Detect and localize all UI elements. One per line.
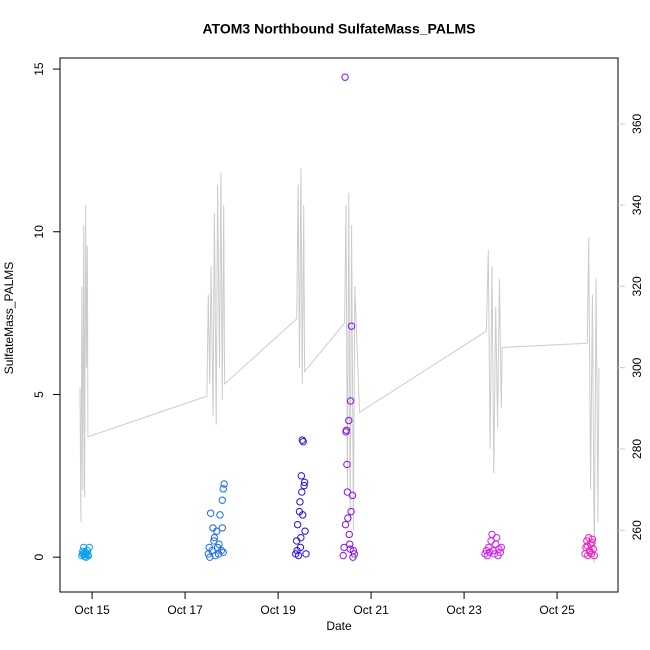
data-point — [339, 551, 347, 560]
data-point — [496, 548, 505, 556]
y-tick-label: 15 — [32, 62, 46, 76]
data-point — [292, 537, 301, 545]
data-point — [481, 550, 489, 558]
y2-tick-label: 360 — [630, 114, 644, 134]
data-point — [299, 511, 307, 519]
data-point — [299, 437, 307, 446]
data-point — [488, 530, 496, 539]
y2-tick-label: 280 — [630, 439, 644, 459]
data-point — [347, 507, 355, 516]
data-point — [345, 540, 354, 548]
y2-tick-label: 340 — [630, 195, 644, 215]
y-tick-label: 0 — [32, 554, 46, 561]
data-point — [343, 460, 351, 469]
y-tick-label: 10 — [32, 225, 46, 239]
data-point — [343, 488, 352, 496]
data-point — [302, 550, 310, 558]
data-point — [341, 73, 349, 81]
data-point — [347, 322, 356, 330]
data-point — [344, 514, 352, 522]
data-point — [341, 520, 350, 529]
data-point — [218, 496, 226, 504]
data-point — [297, 533, 305, 542]
y2-tick-label: 300 — [630, 357, 644, 377]
data-point — [342, 426, 351, 434]
data-point — [346, 545, 354, 553]
data-point — [294, 551, 303, 560]
y2-tick-label: 260 — [630, 520, 644, 540]
data-point — [298, 488, 306, 496]
data-point — [485, 548, 494, 556]
data-point — [206, 509, 215, 517]
data-line — [79, 168, 600, 563]
data-point — [210, 537, 218, 545]
x-tick-label: Oct 21 — [353, 603, 389, 617]
x-tick-label: Oct 17 — [167, 603, 203, 617]
x-tick-label: Oct 19 — [260, 603, 296, 617]
data-point — [219, 485, 227, 493]
data-point — [84, 551, 92, 559]
data-point — [216, 511, 224, 519]
data-point — [497, 543, 505, 552]
y-tick-label: 5 — [32, 391, 46, 398]
data-point — [218, 524, 226, 532]
data-point — [85, 543, 93, 552]
data-point — [213, 527, 221, 535]
plot-frame — [59, 57, 619, 593]
data-point — [293, 520, 302, 529]
y2-tick-label: 320 — [630, 276, 644, 296]
data-point — [296, 498, 304, 506]
data-point — [588, 535, 597, 543]
data-point — [586, 548, 594, 556]
data-point — [301, 527, 309, 535]
data-point — [346, 397, 355, 405]
data-point — [349, 553, 357, 561]
data-point — [293, 546, 301, 555]
data-point — [80, 550, 88, 558]
data-point — [220, 480, 228, 488]
data-point — [300, 478, 309, 487]
data-point — [298, 436, 306, 444]
chart-title: ATOM3 Northbound SulfateMass_PALMS — [202, 21, 475, 37]
data-point — [300, 481, 308, 490]
data-point — [215, 540, 223, 548]
data-point — [350, 550, 359, 558]
data-point — [348, 491, 357, 500]
y-axis-label: SulfateMass_PALMS — [2, 262, 16, 375]
x-axis-label: Date — [326, 619, 352, 633]
data-point — [492, 533, 501, 542]
x-tick-label: Oct 25 — [539, 603, 575, 617]
x-tick-label: Oct 23 — [446, 603, 482, 617]
data-point — [345, 416, 353, 425]
data-point — [588, 538, 596, 547]
data-point — [217, 546, 226, 555]
data-point — [495, 545, 503, 553]
data-point — [297, 472, 306, 480]
data-point — [345, 530, 353, 539]
x-tick-label: Oct 15 — [74, 603, 110, 617]
data-point — [206, 553, 214, 561]
data-point — [210, 533, 219, 542]
data-point — [219, 548, 227, 556]
